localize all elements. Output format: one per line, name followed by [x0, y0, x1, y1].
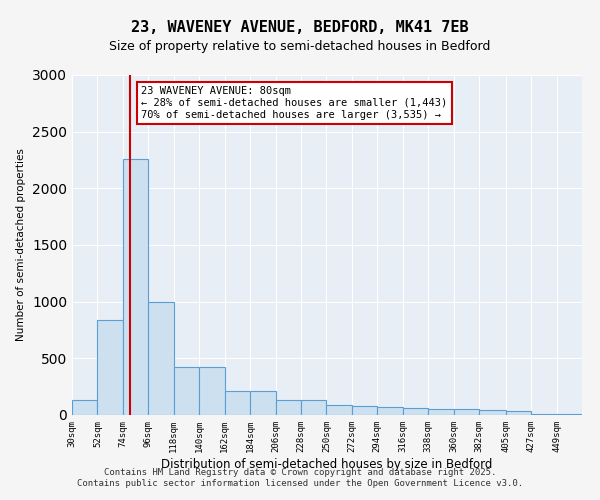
Text: 23 WAVENEY AVENUE: 80sqm
← 28% of semi-detached houses are smaller (1,443)
70% o: 23 WAVENEY AVENUE: 80sqm ← 28% of semi-d… [142, 86, 448, 120]
Bar [72, 400, 97, 415]
Text: Contains HM Land Registry data © Crown copyright and database right 2025.
Contai: Contains HM Land Registry data © Crown c… [77, 468, 523, 487]
X-axis label: Distribution of semi-detached houses by size in Bedford: Distribution of semi-detached houses by … [161, 458, 493, 470]
Text: Size of property relative to semi-detached houses in Bedford: Size of property relative to semi-detach… [109, 40, 491, 53]
Bar [506, 411, 531, 415]
Bar [224, 390, 250, 415]
Bar [479, 410, 506, 415]
Y-axis label: Number of semi-detached properties: Number of semi-detached properties [16, 148, 26, 342]
Bar [97, 320, 123, 415]
Bar [301, 400, 326, 415]
Bar [123, 159, 148, 415]
Bar [174, 368, 199, 415]
Bar [403, 408, 428, 415]
Bar [148, 302, 174, 415]
Bar [531, 414, 557, 415]
Bar [326, 405, 352, 415]
Bar [352, 406, 377, 415]
Bar [250, 390, 275, 415]
Bar [275, 400, 301, 415]
Bar [428, 410, 454, 415]
Text: 23, WAVENEY AVENUE, BEDFORD, MK41 7EB: 23, WAVENEY AVENUE, BEDFORD, MK41 7EB [131, 20, 469, 35]
Bar [454, 410, 479, 415]
Bar [377, 406, 403, 415]
Bar [199, 368, 224, 415]
Bar [557, 414, 582, 415]
